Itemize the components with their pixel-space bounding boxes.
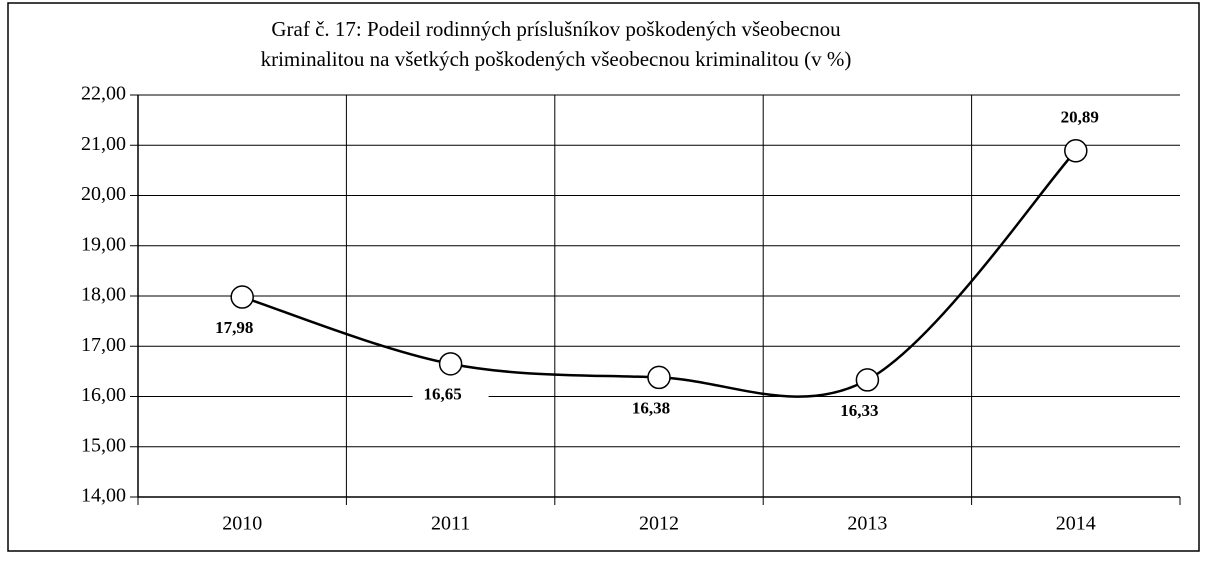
data-label-bg	[829, 399, 906, 424]
y-tick-label: 19,00	[81, 233, 126, 255]
point	[855, 368, 880, 392]
data-label-bg	[204, 317, 281, 342]
x-tick-label: 2014	[1056, 513, 1096, 535]
data-label-bg	[1037, 106, 1114, 131]
y-tick-label: 15,00	[81, 434, 126, 456]
x-tick-label: 2011	[431, 513, 470, 535]
y-tick-label: 20,00	[81, 183, 126, 205]
x-tick-label: 2013	[847, 513, 887, 535]
chart-title: kriminalitou na všetkých poškodených vše…	[261, 47, 852, 71]
data-label: 20,89	[1061, 108, 1099, 127]
data-label-bg	[621, 397, 697, 422]
line	[241, 149, 1077, 398]
x-tick-label: 2010	[222, 513, 262, 535]
y-tick-label: 22,00	[81, 83, 126, 105]
y-tick-label: 16,00	[81, 384, 126, 406]
point	[438, 352, 463, 376]
x-tick-label: 2012	[639, 513, 679, 535]
data-label: 17,98	[215, 318, 253, 337]
chart-border	[7, 2, 1200, 552]
point	[1064, 139, 1088, 163]
data-label: 16,65	[423, 385, 461, 404]
data-label: 16,33	[840, 401, 878, 420]
point	[230, 285, 254, 309]
chart-title: Graf č. 17: Podeil rodinných príslušníko…	[271, 17, 841, 41]
y-tick-label: 21,00	[81, 133, 126, 155]
point	[647, 365, 671, 390]
y-tick-label: 18,00	[81, 284, 126, 306]
y-tick-label: 17,00	[81, 334, 126, 356]
data-label-bg	[412, 383, 489, 408]
y-tick-label: 14,00	[81, 485, 126, 507]
data-label: 16,38	[632, 398, 670, 417]
